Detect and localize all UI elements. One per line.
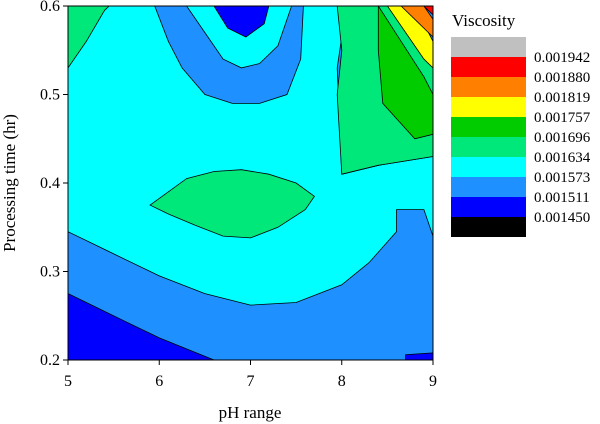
contour-region bbox=[405, 352, 433, 360]
contour-region bbox=[68, 6, 110, 69]
legend-level-label: 0.001880 bbox=[534, 70, 590, 86]
y-tick-label: 0.4 bbox=[40, 175, 60, 192]
legend-level-label: 0.001573 bbox=[534, 170, 590, 186]
legend-swatch bbox=[451, 177, 526, 197]
x-axis-title: pH range bbox=[219, 403, 282, 422]
y-tick-label: 0.2 bbox=[40, 352, 60, 369]
legend-level-label: 0.001819 bbox=[534, 90, 590, 106]
x-tick-label: 8 bbox=[338, 373, 346, 390]
x-tick-label: 7 bbox=[247, 373, 255, 390]
x-tick-label: 5 bbox=[64, 373, 72, 390]
contour-region bbox=[68, 293, 215, 360]
legend-title: Viscosity bbox=[452, 11, 516, 30]
legend-swatch bbox=[451, 157, 526, 177]
legend-swatch bbox=[451, 197, 526, 217]
x-tick-label: 6 bbox=[155, 373, 163, 390]
y-axis-title: Processing time (hr) bbox=[0, 114, 19, 252]
contour-region bbox=[400, 6, 433, 38]
contour-region bbox=[423, 6, 433, 16]
legend-swatch bbox=[451, 57, 526, 77]
y-tick-label: 0.3 bbox=[40, 264, 60, 281]
legend-level-label: 0.001696 bbox=[534, 130, 591, 146]
legend: Viscosity 0.001942 0.001880 0.001819 0.0017… bbox=[451, 11, 591, 237]
legend-level-label: 0.001757 bbox=[534, 110, 591, 126]
legend-swatch bbox=[451, 37, 526, 57]
legend-swatch bbox=[451, 77, 526, 97]
legend-level-label: 0.001942 bbox=[534, 50, 590, 66]
y-tick-label: 0.5 bbox=[40, 87, 60, 104]
contour-region bbox=[154, 6, 304, 104]
legend-swatch bbox=[451, 97, 526, 117]
y-axis: 0.2 0.3 0.4 0.5 0.6 bbox=[40, 0, 68, 369]
contour-region bbox=[68, 6, 433, 306]
legend-level-label: 0.001634 bbox=[534, 150, 591, 166]
legend-level-label: 0.001450 bbox=[534, 210, 590, 226]
legend-swatch bbox=[451, 117, 526, 137]
contour-region bbox=[149, 169, 315, 239]
contour-layer bbox=[68, 6, 433, 360]
legend-swatch bbox=[451, 217, 526, 237]
contour-region bbox=[377, 6, 433, 140]
y-tick-label: 0.6 bbox=[40, 0, 60, 15]
legend-level-label: 0.001511 bbox=[534, 190, 590, 206]
x-tick-label: 9 bbox=[429, 373, 437, 390]
legend-swatch bbox=[451, 137, 526, 157]
x-axis: 5 6 7 8 9 bbox=[64, 360, 437, 390]
contour-region bbox=[213, 6, 270, 38]
